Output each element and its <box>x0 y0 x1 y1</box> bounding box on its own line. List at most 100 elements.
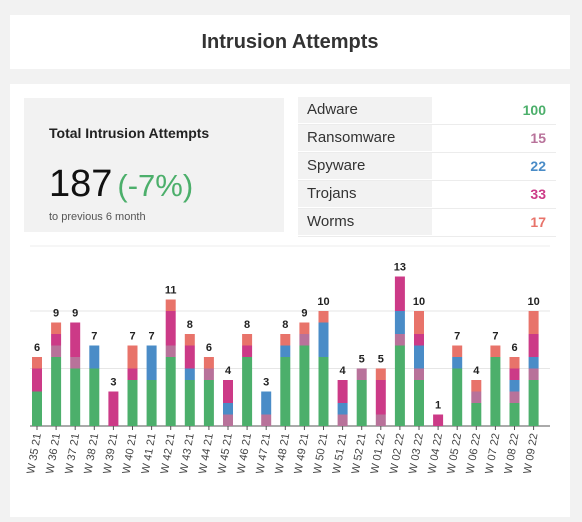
x-tick-label: W 52 21 <box>350 432 369 474</box>
breakdown-name: Spyware <box>298 153 432 179</box>
breakdown-row-adware: Adware 100 <box>298 97 556 125</box>
bar-segment-ransomware <box>223 414 233 426</box>
bar-total-label: 7 <box>129 331 135 343</box>
bar-segment-adware <box>394 345 405 426</box>
breakdown-row-ransomware: Ransomware 15 <box>298 125 556 153</box>
breakdown-name: Worms <box>298 209 432 235</box>
x-tick-label: W 03 22 <box>407 432 426 474</box>
breakdown-row-spyware: Spyware 22 <box>298 153 556 181</box>
kpi-number: 187 <box>49 163 113 205</box>
bar-segment-trojans <box>70 322 81 357</box>
bar-total-label: 10 <box>527 296 539 308</box>
kpi-change: (-7%) <box>117 168 194 203</box>
bar-segment-ransomware <box>70 357 81 369</box>
bar-segment-spyware <box>528 357 539 369</box>
bar-segment-trojans <box>375 380 386 415</box>
bar-segment-spyware <box>89 345 100 369</box>
bar-total-label: 9 <box>72 308 78 320</box>
breakdown-name: Adware <box>298 97 432 123</box>
bar-segment-trojans <box>242 345 253 357</box>
x-tick-label: W 42 21 <box>159 432 178 474</box>
bar-segment-worms <box>318 311 329 323</box>
x-tick-label: W 06 22 <box>464 432 483 474</box>
bar-segment-spyware <box>318 322 329 357</box>
x-tick-label: W 48 21 <box>273 432 292 474</box>
x-tick-label: W 38 21 <box>82 432 101 474</box>
bar-segment-worms <box>414 311 424 334</box>
bar-segment-ransomware <box>528 368 539 380</box>
bar-segment-trojans <box>108 391 119 426</box>
intrusion-bar-chart: 6 W 35 21 9 W 36 21 9 W 37 21 7 W 38 21 3 W 39 21… <box>25 245 550 475</box>
bar-segment-adware <box>89 368 100 426</box>
bar-segment-worms <box>32 357 42 369</box>
kpi-value: 187 (-7%) <box>49 162 193 208</box>
bar-segment-ransomware <box>299 334 310 346</box>
kpi-label: Total Intrusion Attempts <box>49 125 210 141</box>
bar-segment-worms <box>184 334 195 346</box>
bar-segment-trojans <box>337 380 348 403</box>
bar-segment-ransomware <box>261 414 272 426</box>
bar-segment-ransomware <box>414 368 424 380</box>
bar-segment-adware <box>280 357 291 426</box>
bar-segment-trojans <box>184 345 195 369</box>
bar-total-label: 9 <box>53 308 59 320</box>
bar-total-label: 8 <box>187 319 193 331</box>
bar-total-label: 7 <box>149 331 155 343</box>
bar-segment-adware <box>414 380 424 426</box>
header-card: Intrusion Attempts <box>10 15 570 69</box>
bar-segment-adware <box>51 357 62 426</box>
bar-segment-adware <box>471 403 482 426</box>
x-tick-label: W 08 22 <box>503 432 522 474</box>
bar-segment-adware <box>356 380 367 426</box>
kpi-subtitle: to previous 6 month <box>49 211 146 223</box>
x-tick-label: W 35 21 <box>25 432 44 474</box>
breakdown-row-worms: Worms 17 <box>298 209 556 237</box>
bar-segment-spyware <box>452 357 463 369</box>
bar-segment-adware <box>146 380 157 426</box>
x-tick-label: W 49 21 <box>292 432 311 474</box>
bar-segment-ransomware <box>51 345 62 357</box>
bar-segment-worms <box>452 345 463 357</box>
bar-total-label: 4 <box>225 365 232 377</box>
breakdown-name: Trojans <box>298 181 432 207</box>
bar-segment-worms <box>471 380 482 392</box>
bar-total-label: 3 <box>263 377 269 389</box>
x-tick-label: W 01 22 <box>369 432 388 474</box>
bar-segment-adware <box>70 368 81 426</box>
bar-segment-adware <box>127 380 138 426</box>
bar-segment-worms <box>299 322 310 334</box>
bar-total-label: 10 <box>413 296 425 308</box>
bar-total-label: 9 <box>301 308 307 320</box>
bar-segment-trojans <box>127 368 138 380</box>
bar-total-label: 6 <box>206 342 212 354</box>
bar-segment-adware <box>509 403 520 426</box>
bar-segment-ransomware <box>203 368 214 380</box>
x-tick-label: W 46 21 <box>235 432 254 474</box>
x-tick-label: W 39 21 <box>101 432 120 474</box>
bar-total-label: 7 <box>91 331 97 343</box>
bar-segment-worms <box>51 322 62 334</box>
bar-total-label: 5 <box>378 354 384 366</box>
bar-segment-ransomware <box>337 414 348 426</box>
bar-segment-trojans <box>223 380 233 403</box>
bar-segment-worms <box>203 357 214 369</box>
x-tick-label: W 41 21 <box>140 432 159 474</box>
bar-total-label: 11 <box>165 285 177 297</box>
bar-segment-ransomware <box>165 345 176 357</box>
breakdown-count: 100 <box>522 102 546 118</box>
x-tick-label: W 44 21 <box>197 432 216 474</box>
bar-total-label: 8 <box>244 319 250 331</box>
bar-segment-worms <box>280 334 291 346</box>
bar-segment-trojans <box>32 368 42 392</box>
bar-segment-adware <box>528 380 539 426</box>
bar-segment-spyware <box>394 311 405 334</box>
x-tick-label: W 09 22 <box>522 432 541 474</box>
bar-total-label: 10 <box>317 296 329 308</box>
breakdown-name: Ransomware <box>298 125 432 151</box>
bar-total-label: 8 <box>282 319 288 331</box>
bar-total-label: 6 <box>34 342 40 354</box>
bar-segment-worms <box>509 357 520 369</box>
bar-segment-ransomware <box>471 391 482 403</box>
bar-segment-ransomware <box>394 334 405 346</box>
x-tick-label: W 47 21 <box>254 432 273 474</box>
